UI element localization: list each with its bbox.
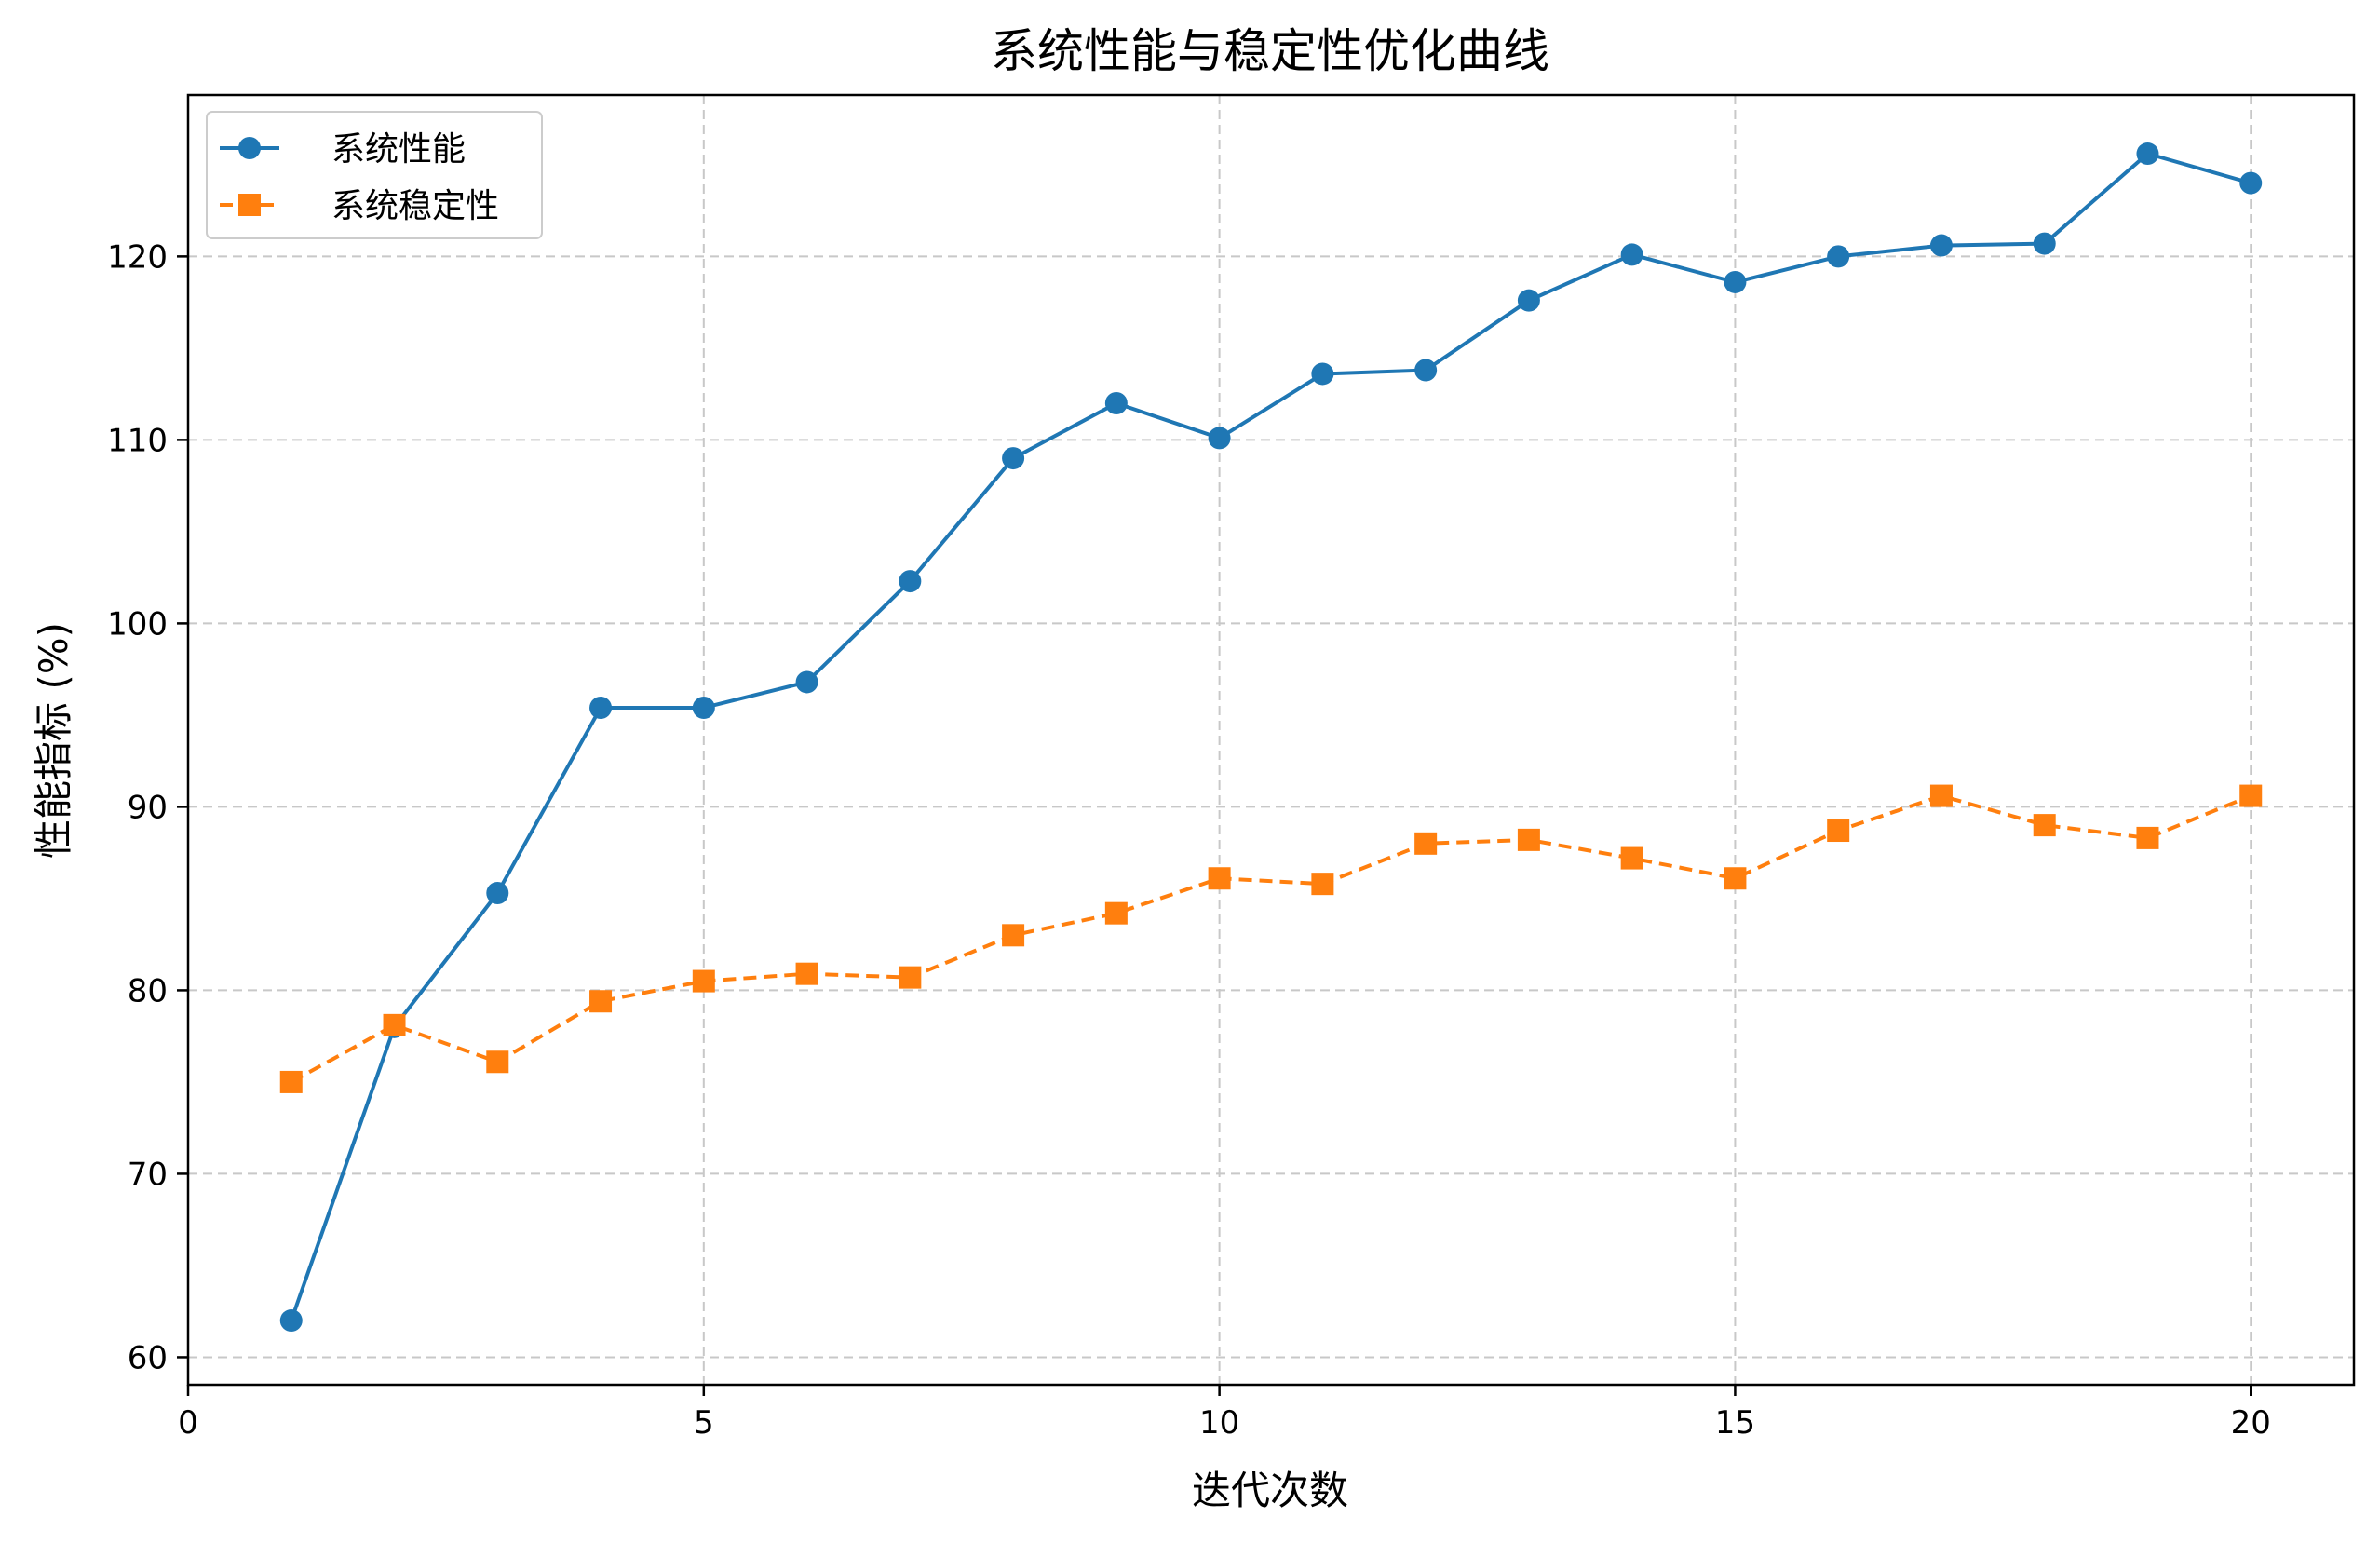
series-stability-point [1414,832,1438,855]
legend-marker-stability [238,194,261,216]
series-stability-point [692,969,715,993]
series-stability-line [290,793,2252,1084]
x-tick-label: 15 [1715,1404,1755,1442]
legend-marker-performance [238,137,261,159]
series-performance-point [1929,234,1953,257]
y-tick-label: 100 [107,605,168,643]
y-tick-label: 60 [128,1339,168,1376]
series-performance-point [2239,171,2263,195]
series-stability-point [1517,828,1540,851]
series-stability-point [795,962,818,985]
series-stability-point [279,1070,303,1093]
y-tick-label: 70 [128,1156,168,1193]
series-performance-point [1311,362,1334,386]
series-performance-point [1517,289,1540,312]
x-tick-label: 0 [178,1404,198,1442]
grid [187,95,2354,1385]
x-tick-label: 20 [2231,1404,2271,1442]
y-tick-label: 80 [128,972,168,1009]
series-performance-point [1414,359,1438,382]
series-stability-point [2239,784,2263,807]
series-performance-point [795,670,818,694]
series-stability-point [1724,867,1747,890]
y-tick-label: 90 [128,789,168,826]
series-stability-point [2136,826,2159,849]
series-performance-point [1104,391,1128,414]
plot-area-frame [186,93,2356,1387]
series-performance-point [1827,245,1850,268]
series-stability-point [589,990,613,1013]
series-stability-point [1620,846,1643,870]
series-performance-point [899,570,922,593]
series-performance-point [486,882,509,905]
series-performance-point [692,697,715,720]
series-performance-line [289,152,2252,1321]
series-stability-point [1827,819,1850,843]
ticks: 0 5 10 15 20 60 70 80 90 100 110 120 [107,238,2271,1442]
series-stability-point [1104,901,1128,925]
legend-label-performance: 系统性能 [331,130,466,169]
y-axis-label: 性能指标 (%) [31,622,76,859]
series-performance-point [1620,243,1643,266]
series-performance-point [2136,142,2159,166]
series-stability-point [1311,873,1334,896]
series-stability-point [899,966,922,989]
series-performance-point [1724,270,1747,293]
series-performance-point [589,697,613,720]
legend-box [206,111,543,239]
series-stability-point [1929,784,1953,807]
series-stability-point [383,1013,406,1036]
chart-title: 系统性能与稳定性优化曲线 [991,24,1549,78]
y-tick-label: 120 [107,238,168,276]
y-tick-label: 110 [107,422,168,459]
series-performance-point [2033,232,2056,255]
series-stability-point [486,1050,509,1074]
series-stability [279,784,2263,1093]
series-performance-point [1002,447,1025,470]
series-stability-point [2033,814,2056,837]
series-performance [279,142,2263,1333]
x-tick-label: 10 [1199,1404,1239,1442]
series-layer [279,142,2263,1333]
series-performance-point [1208,427,1231,450]
series-stability-point [1002,924,1025,947]
series-performance-point [279,1309,303,1333]
legend-label-stability: 系统稳定性 [331,187,499,225]
x-tick-label: 5 [694,1404,714,1442]
x-axis-label: 迭代次数 [1192,1468,1348,1513]
series-stability-point [1208,867,1231,890]
